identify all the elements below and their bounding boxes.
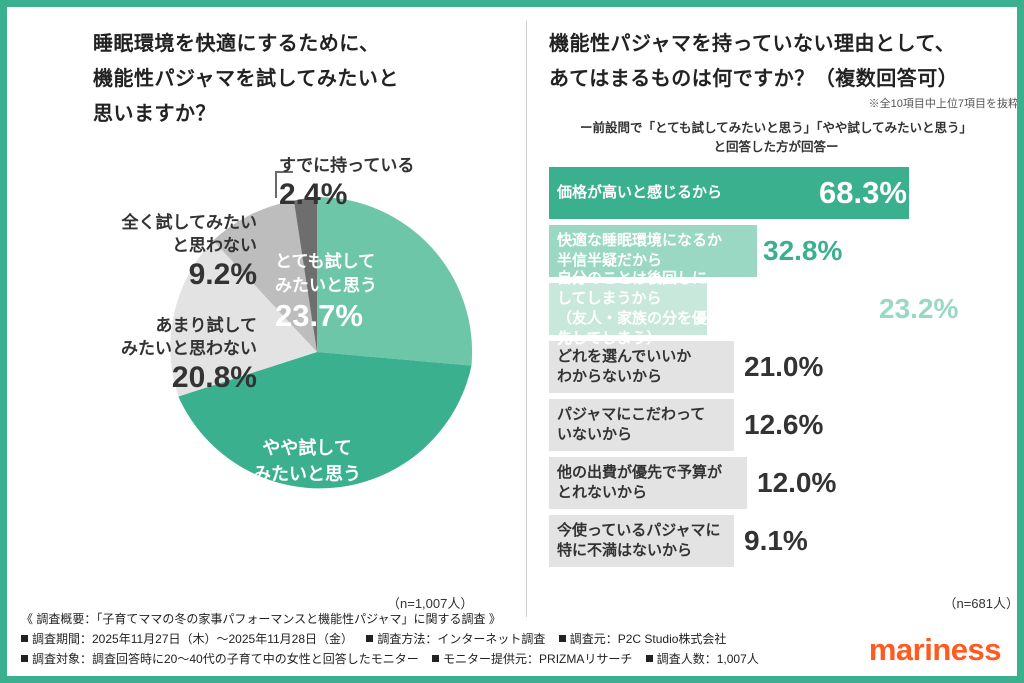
pie-label-already-have-text: すでに持っている — [279, 156, 415, 175]
bar-fill-0: 価格が高いと感じるから — [549, 167, 909, 219]
pie-label-already-have-value: 2.4% — [279, 177, 348, 211]
footer-period: 調査期間：2025年11月27日（木）〜2025年11月28日（金） — [32, 631, 354, 646]
pie-slice-somewhat — [178, 352, 472, 489]
bar-label-3: どれを選んでいいか わからないから — [557, 347, 692, 385]
pie-label-somewhat: やや試して みたいと思う 43.9% — [222, 435, 392, 526]
bar-label-5: 他の出費が優先で予算が とれないから — [557, 463, 723, 501]
pie-label-very-text: とても試して みたいと思う — [275, 252, 377, 295]
footer: 《 調査概要：「子育てママの冬の家事パフォーマンスと機能性パジャマ」に関する調査… — [7, 604, 1017, 676]
bullet-square-icon — [21, 634, 28, 642]
bar-row: 今使っているパジャマに 特に不満はないから 9.1% — [549, 515, 1017, 567]
right-panel: 機能性パジャマを持っていない理由として、 あてはまるものは何ですか？（複数回答可… — [531, 7, 1019, 617]
bar-row: パジャマにこだわって いないから 12.6% — [549, 399, 1017, 451]
pie-label-very: とても試して みたいと思う 23.7% — [275, 250, 377, 333]
bar-label-2: 自分のことは後回しにしてしまうから （友人・家族の分を優先してしまう） — [557, 269, 708, 348]
bar-row: 価格が高いと感じるから 68.3% — [549, 167, 1017, 219]
bullet-square-icon — [432, 654, 440, 662]
bullet-square-icon — [558, 634, 566, 642]
footer-respondents: 調査人数：1,007人 — [656, 651, 759, 666]
bar-label-0: 価格が高いと感じるから — [557, 183, 723, 201]
pie-label-notmuch-text: あまり試して みたいと思わない — [121, 316, 257, 358]
pie-chart-svg — [170, 196, 473, 489]
pie-label-somewhat-value: 43.9% — [258, 487, 356, 526]
right-note-condition: ー前設問で「とても試してみたいと思う」「やや試してみたいと思う」 と回答した方が… — [579, 121, 972, 154]
bar-row: どれを選んでいいか わからないから 21.0% — [549, 341, 1017, 393]
right-sample-size: （n=681人） — [943, 596, 1019, 611]
pie-label-never-value: 9.2% — [188, 257, 257, 291]
pie-slice-already-have — [293, 197, 317, 352]
bar-value-4: 12.6% — [744, 409, 824, 440]
pie-label-notmuch-value: 20.8% — [171, 360, 257, 394]
footer-target: 調査対象：調査回答時に20〜40代の子育て中の女性と回答したモニター — [32, 651, 419, 666]
bullet-square-icon — [21, 654, 28, 662]
pie-slice-very — [317, 196, 473, 366]
bar-fill-4: パジャマにこだわって いないから — [549, 399, 734, 451]
bar-value-1: 32.8% — [763, 235, 843, 266]
bar-label-1: 快適な睡眠環境になるか 半信半疑だから — [557, 231, 723, 269]
bar-chart: 価格が高いと感じるから 68.3% 快適な睡眠環境になるか 半信半疑だから 32… — [549, 167, 1017, 573]
footer-method: 調査方法：インターネット調査 — [377, 631, 546, 646]
mariness-logo: mariness — [868, 632, 1002, 667]
leader-line-already-have-horizontal — [275, 171, 293, 173]
bar-value-6: 9.1% — [744, 525, 808, 556]
bar-value-5: 12.0% — [757, 467, 837, 498]
bar-value-2: 23.2% — [879, 293, 959, 324]
footer-line-2: 調査期間：2025年11月27日（木）〜2025年11月28日（金） 調査方法：… — [21, 630, 1003, 650]
footer-source: 調査元：P2C Studio株式会社 — [569, 631, 727, 646]
bar-value-0: 68.3% — [819, 175, 907, 210]
footer-line-3: 調査対象：調査回答時に20〜40代の子育て中の女性と回答したモニター モニター提… — [21, 650, 1003, 670]
right-chart-title: 機能性パジャマを持っていない理由として、 あてはまるものは何ですか？（複数回答可… — [549, 33, 959, 90]
pie-label-never-text: 全く試してみたい と思わない — [121, 213, 258, 255]
bar-fill-2: 自分のことは後回しにしてしまうから （友人・家族の分を優先してしまう） — [549, 270, 707, 347]
bar-row: 他の出費が優先で予算が とれないから 12.0% — [549, 457, 1017, 509]
leader-line-already-have — [275, 172, 277, 198]
bar-row: 快適な睡眠環境になるか 半信半疑だから 32.8% — [549, 225, 1017, 277]
bar-label-4: パジャマにこだわって いないから — [557, 405, 706, 443]
pie-slice-notmuch — [170, 240, 317, 397]
bar-value-3: 21.0% — [744, 351, 824, 382]
pie-chart — [147, 182, 487, 522]
right-note-extract: ※全10項目中上位7項目を抜粋 — [868, 98, 1019, 110]
footer-monitor-provider: モニター提供元：PRIZMAリサーチ — [443, 651, 633, 666]
bar-label-6: 今使っているパジャマに 特に不満はないから — [557, 521, 721, 559]
bullet-square-icon — [645, 654, 653, 662]
left-panel: 睡眠環境を快適にするために、 機能性パジャマを試してみたいと 思いますか？ すで… — [7, 7, 527, 617]
panel-divider — [526, 21, 527, 617]
pie-label-somewhat-text: やや試して みたいと思う — [253, 438, 361, 485]
bar-fill-6: 今使っているパジャマに 特に不満はないから — [549, 515, 734, 567]
left-sample-size: （n=1,007人） — [387, 596, 474, 611]
bullet-square-icon — [366, 634, 374, 642]
left-chart-title: 睡眠環境を快適にするために、 機能性パジャマを試してみたいと 思いますか？ — [93, 33, 399, 125]
pie-label-never: 全く試してみたい と思わない 9.2% — [61, 212, 258, 291]
bar-fill-1: 快適な睡眠環境になるか 半信半疑だから — [549, 225, 757, 277]
bar-row: 自分のことは後回しにしてしまうから （友人・家族の分を優先してしまう） 23.2… — [549, 270, 1017, 347]
footer-survey-overview: 《 調査概要：「子育てママの冬の家事パフォーマンスと機能性パジャマ」に関する調査… — [21, 612, 501, 626]
pie-label-very-value: 23.7% — [275, 297, 363, 333]
bar-fill-5: 他の出費が優先で予算が とれないから — [549, 457, 747, 509]
pie-slice-never — [213, 200, 317, 352]
bar-fill-3: どれを選んでいいか わからないから — [549, 341, 734, 393]
pie-label-notmuch: あまり試して みたいと思わない 20.8% — [43, 315, 257, 394]
pie-label-already-have: すでに持っている 2.4% — [279, 155, 414, 211]
